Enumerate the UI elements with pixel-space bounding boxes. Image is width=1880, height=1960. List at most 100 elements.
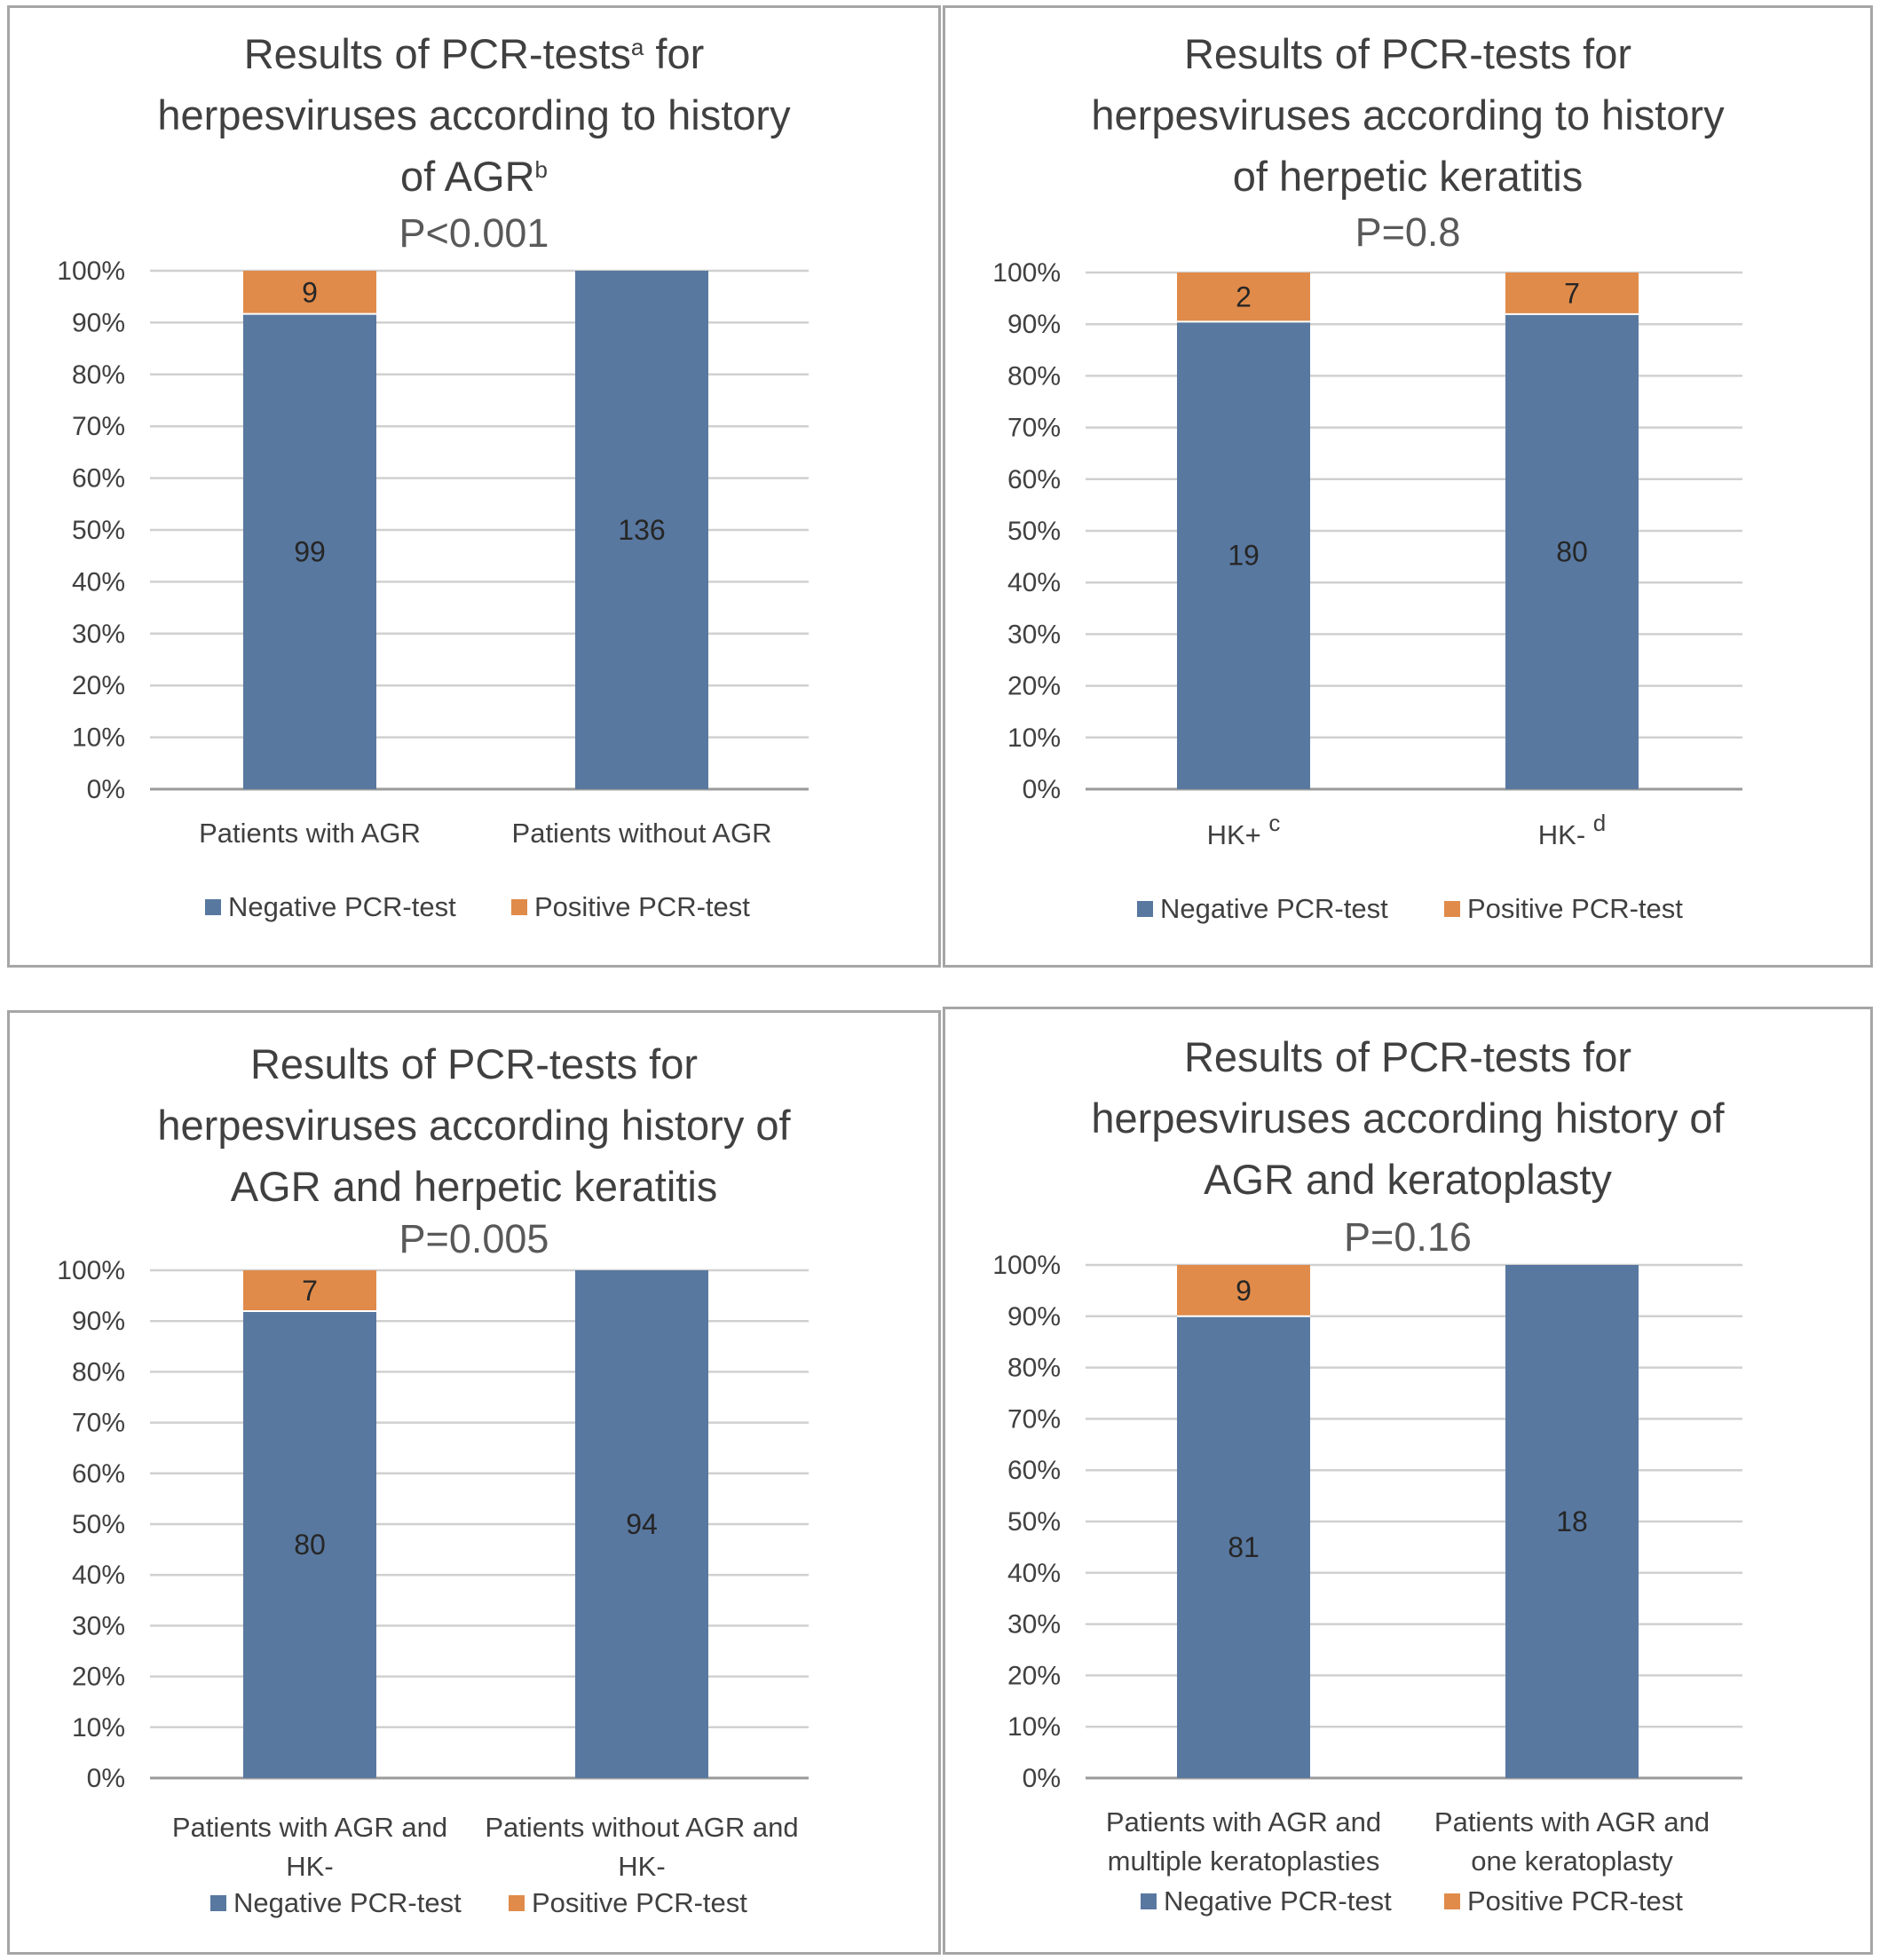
bar-positive <box>243 1270 376 1312</box>
legend-label: Negative PCR-test <box>233 1887 462 1918</box>
chart-title-line: herpesviruses according history of <box>157 1102 791 1149</box>
y-tick-label: 10% <box>1007 723 1061 753</box>
p-value: P=0.16 <box>1344 1214 1472 1260</box>
chart-title-line: AGR and keratoplasty <box>1204 1156 1612 1203</box>
bar-negative <box>1177 1316 1310 1778</box>
chart-panel-agr: Results of PCR-testsa for herpesviruses a… <box>7 5 941 968</box>
y-tick-label: 30% <box>72 620 125 649</box>
y-tick-label: 40% <box>72 567 125 597</box>
y-tick-label: 0% <box>1023 775 1061 804</box>
y-tick-label: 50% <box>1007 1507 1061 1537</box>
chart-panel-agr-herpetic-keratitis: Results of PCR-tests for herpesviruses ac… <box>7 1010 941 1955</box>
data-label-positive: 7 <box>1564 277 1580 309</box>
y-tick-label: 90% <box>72 308 125 337</box>
y-tick-label: 90% <box>1007 1302 1061 1332</box>
bar-positive <box>1177 273 1310 322</box>
y-tick-label: 0% <box>87 775 125 804</box>
chart-title-line: Results of PCR-tests for <box>1184 30 1631 77</box>
y-tick-label: 60% <box>1007 465 1061 494</box>
y-tick-label: 90% <box>72 1307 125 1336</box>
chart-svg: Results of PCR-testsa for herpesviruses a… <box>57 30 809 922</box>
y-tick-label: 20% <box>72 671 125 700</box>
chart-svg: Results of PCR-tests for herpesviruses ac… <box>992 1033 1742 1917</box>
legend-swatch <box>205 899 221 915</box>
legend-label: Negative PCR-test <box>1160 893 1388 924</box>
y-tick-label: 70% <box>72 412 125 441</box>
y-tick-label: 80% <box>72 360 125 390</box>
bar-negative <box>243 1311 376 1778</box>
data-label-negative: 99 <box>294 535 326 567</box>
category-label: Patients with AGR and one keratoplasty <box>1434 1806 1710 1877</box>
chart-title-line: Results of PCR-testsa for <box>244 30 705 77</box>
legend-swatch <box>1141 1893 1157 1909</box>
legend-swatch <box>509 1895 525 1911</box>
y-tick-label: 30% <box>1007 1610 1061 1640</box>
chart-title-line: herpesviruses according to history <box>1091 91 1725 138</box>
data-label-negative: 80 <box>294 1529 326 1561</box>
legend-label: Negative PCR-test <box>1164 1885 1392 1917</box>
bar-positive <box>1177 1265 1310 1316</box>
chart-title-line: herpesviruses according history of <box>1091 1095 1725 1142</box>
data-label-positive: 7 <box>302 1275 318 1307</box>
category-label: HK+ c <box>1207 810 1281 850</box>
data-label-positive: 2 <box>1236 281 1252 313</box>
y-tick-label: 60% <box>72 464 125 494</box>
data-label-negative: 136 <box>618 514 665 546</box>
y-tick-label: 30% <box>1007 620 1061 649</box>
legend-label: Positive PCR-test <box>1467 893 1683 924</box>
p-value: P=0.005 <box>399 1216 549 1261</box>
chart-panel-herpetic-keratitis: Results of PCR-tests for herpesviruses ac… <box>943 5 1873 968</box>
y-tick-label: 60% <box>1007 1456 1061 1485</box>
p-value: P<0.001 <box>399 210 549 256</box>
chart-svg: Results of PCR-tests for herpesviruses ac… <box>992 30 1742 924</box>
y-tick-label: 50% <box>72 1510 125 1539</box>
y-tick-label: 50% <box>72 516 125 545</box>
y-tick-label: 70% <box>72 1409 125 1438</box>
y-tick-label: 0% <box>1023 1764 1061 1793</box>
legend-label: Positive PCR-test <box>532 1887 747 1918</box>
y-tick-label: 80% <box>1007 361 1061 391</box>
bar-positive <box>243 271 376 314</box>
chart-panel-agr-keratoplasty: Results of PCR-tests for herpesviruses ac… <box>943 1007 1873 1955</box>
data-label-negative: 81 <box>1228 1531 1260 1563</box>
y-tick-label: 80% <box>72 1357 125 1387</box>
category-label: Patients without AGR and HK- <box>485 1812 798 1882</box>
y-tick-label: 100% <box>57 257 125 286</box>
y-tick-label: 60% <box>72 1459 125 1489</box>
legend-label: Positive PCR-test <box>1467 1885 1683 1917</box>
category-label: Patients with AGR and HK- <box>172 1812 447 1882</box>
bar-negative <box>243 313 376 790</box>
category-label: Patients with AGR and multiple keratoplas… <box>1106 1806 1381 1877</box>
p-value: P=0.8 <box>1355 209 1461 255</box>
chart-title-line: of AGRb <box>400 153 548 200</box>
legend-label: Positive PCR-test <box>534 891 750 922</box>
y-tick-label: 10% <box>72 723 125 753</box>
chart-title-line: AGR and herpetic keratitis <box>231 1163 718 1210</box>
y-tick-label: 0% <box>87 1764 125 1793</box>
legend-label: Negative PCR-test <box>228 891 456 922</box>
y-tick-label: 70% <box>1007 414 1061 443</box>
y-tick-label: 20% <box>1007 672 1061 701</box>
y-tick-label: 10% <box>72 1713 125 1743</box>
y-tick-label: 80% <box>1007 1354 1061 1383</box>
chart-title-line: Results of PCR-tests for <box>1184 1033 1631 1080</box>
category-label: Patients with AGR <box>199 818 421 849</box>
bar-negative <box>1505 313 1639 789</box>
data-label-positive: 9 <box>1236 1275 1252 1307</box>
chart-svg: Results of PCR-tests for herpesviruses ac… <box>57 1040 809 1918</box>
bar-negative <box>575 271 708 789</box>
chart-title-line: Results of PCR-tests for <box>250 1040 698 1087</box>
legend-swatch <box>511 899 527 915</box>
category-label: HK- d <box>1538 810 1606 850</box>
y-tick-label: 30% <box>72 1611 125 1640</box>
chart-title-line: of herpetic keratitis <box>1233 153 1583 200</box>
y-tick-label: 20% <box>1007 1661 1061 1690</box>
data-label-negative: 80 <box>1556 535 1588 567</box>
y-tick-label: 40% <box>1007 1559 1061 1588</box>
data-label-positive: 9 <box>302 276 318 308</box>
y-tick-label: 70% <box>1007 1404 1061 1434</box>
bar-negative <box>1177 321 1310 789</box>
y-tick-label: 100% <box>992 1251 1061 1280</box>
bar-negative <box>1505 1265 1639 1778</box>
legend-swatch <box>210 1895 226 1911</box>
